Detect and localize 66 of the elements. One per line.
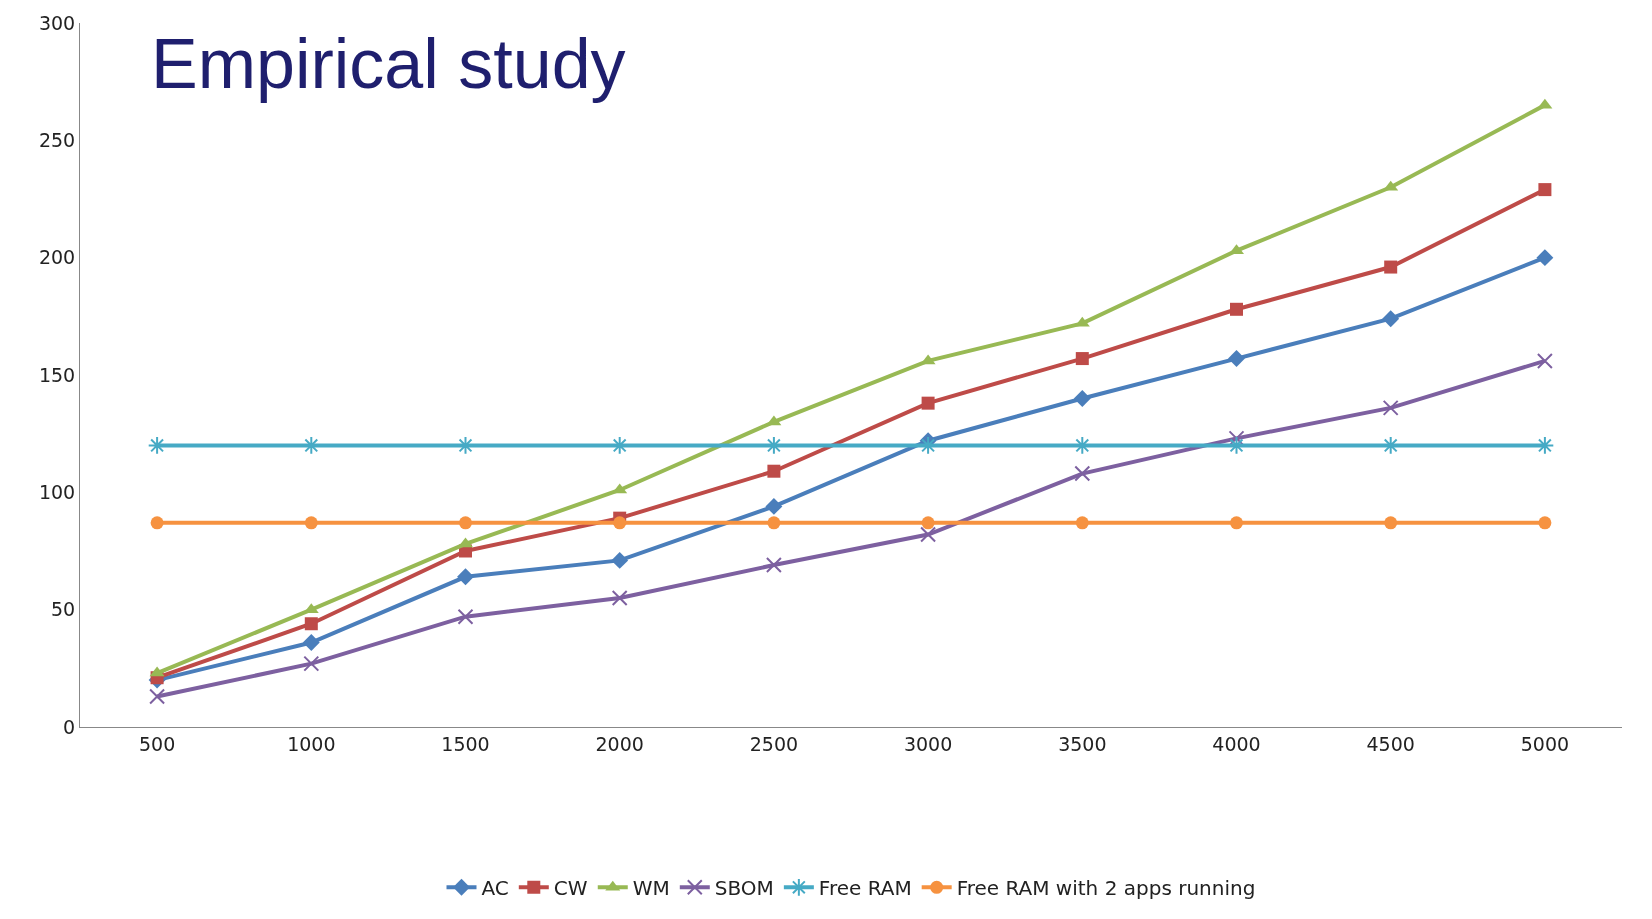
point bbox=[303, 655, 320, 672]
x-tick-label: 2500 bbox=[749, 732, 799, 755]
legend-label: WM bbox=[632, 876, 670, 901]
point bbox=[150, 516, 164, 530]
point bbox=[1381, 436, 1401, 455]
point bbox=[611, 551, 629, 569]
point bbox=[767, 464, 781, 478]
point bbox=[767, 516, 781, 530]
y-tick-label: 100 bbox=[38, 480, 76, 503]
point bbox=[1384, 260, 1398, 274]
x-tick-label: 2000 bbox=[595, 732, 644, 755]
point bbox=[1228, 350, 1245, 368]
point bbox=[611, 589, 628, 606]
point bbox=[921, 516, 935, 530]
point bbox=[1384, 516, 1398, 530]
legend-label: SBOM bbox=[714, 876, 774, 901]
point bbox=[765, 557, 782, 574]
x-tick-label: 4500 bbox=[1366, 732, 1415, 755]
point bbox=[149, 688, 166, 705]
y-tick-label: 250 bbox=[38, 128, 76, 151]
legend-label: AC bbox=[481, 876, 509, 901]
y-tick-label: 50 bbox=[51, 598, 76, 621]
y-tick-label: 200 bbox=[38, 246, 76, 269]
x-tick-label: 3000 bbox=[903, 732, 953, 755]
point bbox=[613, 516, 627, 530]
point bbox=[610, 436, 630, 455]
point bbox=[457, 568, 474, 586]
point bbox=[921, 396, 935, 410]
y-tick-label: 300 bbox=[38, 11, 76, 34]
point bbox=[1074, 465, 1091, 482]
x-tick-label: 4000 bbox=[1212, 732, 1261, 755]
point bbox=[1072, 436, 1092, 455]
y-tick-label: 150 bbox=[38, 363, 76, 386]
x-tick-label: 5000 bbox=[1520, 732, 1570, 755]
x-tick-label: 1500 bbox=[441, 732, 490, 755]
point bbox=[1382, 399, 1399, 416]
legend-label: Free RAM bbox=[818, 876, 912, 901]
point bbox=[1382, 310, 1400, 328]
point bbox=[1230, 302, 1243, 316]
point bbox=[304, 516, 318, 530]
point bbox=[459, 516, 472, 530]
point bbox=[304, 617, 318, 631]
point bbox=[457, 608, 474, 625]
point bbox=[1230, 516, 1243, 530]
point bbox=[147, 436, 167, 455]
y-tick-label: 0 bbox=[63, 715, 76, 738]
point bbox=[302, 634, 320, 651]
x-tick-label: 500 bbox=[138, 732, 176, 755]
chart-title: Empirical study bbox=[151, 25, 626, 103]
point bbox=[1075, 516, 1089, 530]
point bbox=[1536, 352, 1553, 369]
point bbox=[1535, 436, 1555, 455]
point bbox=[301, 436, 321, 455]
point bbox=[918, 436, 938, 455]
point bbox=[1536, 249, 1554, 267]
point bbox=[920, 526, 937, 543]
point bbox=[1075, 352, 1089, 366]
legend-label: CW bbox=[553, 876, 588, 901]
point bbox=[764, 436, 784, 455]
point bbox=[1538, 516, 1552, 530]
point bbox=[765, 497, 783, 515]
point bbox=[1073, 390, 1091, 407]
point bbox=[1538, 183, 1552, 197]
x-tick-label: 1000 bbox=[287, 732, 336, 755]
x-tick-label: 3500 bbox=[1058, 732, 1107, 755]
legend-label: Free RAM with 2 apps running bbox=[956, 876, 1256, 901]
